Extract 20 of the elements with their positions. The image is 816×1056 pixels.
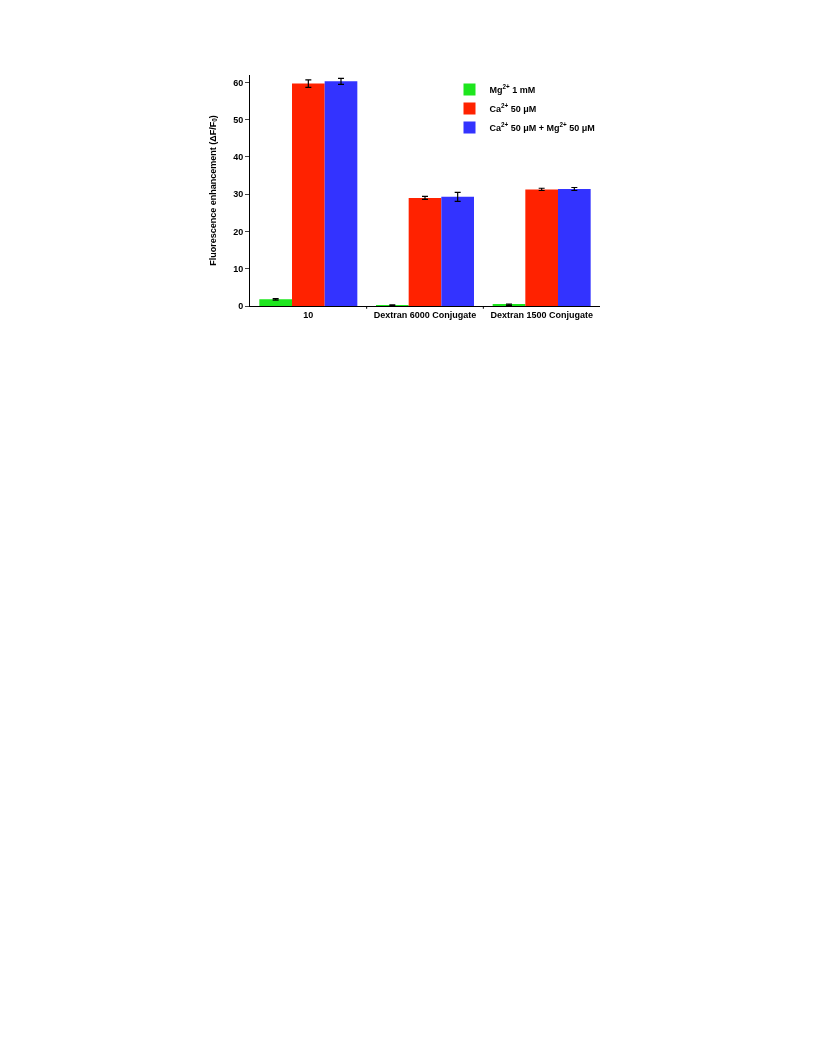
bar (408, 197, 442, 306)
y-tick-label: 60 (233, 77, 244, 88)
x-tick-label: 10 (303, 309, 314, 320)
x-tick-label: Dextran 6000 Conjugate (373, 309, 477, 320)
bar (558, 189, 591, 306)
y-tick-label: 0 (238, 301, 244, 312)
bar (525, 189, 558, 306)
bar (324, 81, 358, 306)
x-tick-label: Dextran 1500 Conjugate (490, 309, 593, 320)
bar (292, 83, 325, 306)
y-tick-label: 50 (233, 114, 244, 125)
bar (441, 196, 474, 306)
legend-label: Ca$^{2+}$ 50 μM + Mg$^{2+}$ 50 μM (489, 121, 595, 134)
y-tick-label: 20 (233, 226, 244, 237)
y-tick-label: 40 (233, 152, 244, 163)
legend-label: Ca$^{2+}$ 50 μM (489, 102, 537, 115)
y-tick-label: 30 (233, 189, 244, 200)
legend-label: Mg$^{2+}$ 1 mM (489, 83, 536, 96)
bar (259, 299, 292, 306)
y-tick-label: 10 (233, 263, 244, 274)
